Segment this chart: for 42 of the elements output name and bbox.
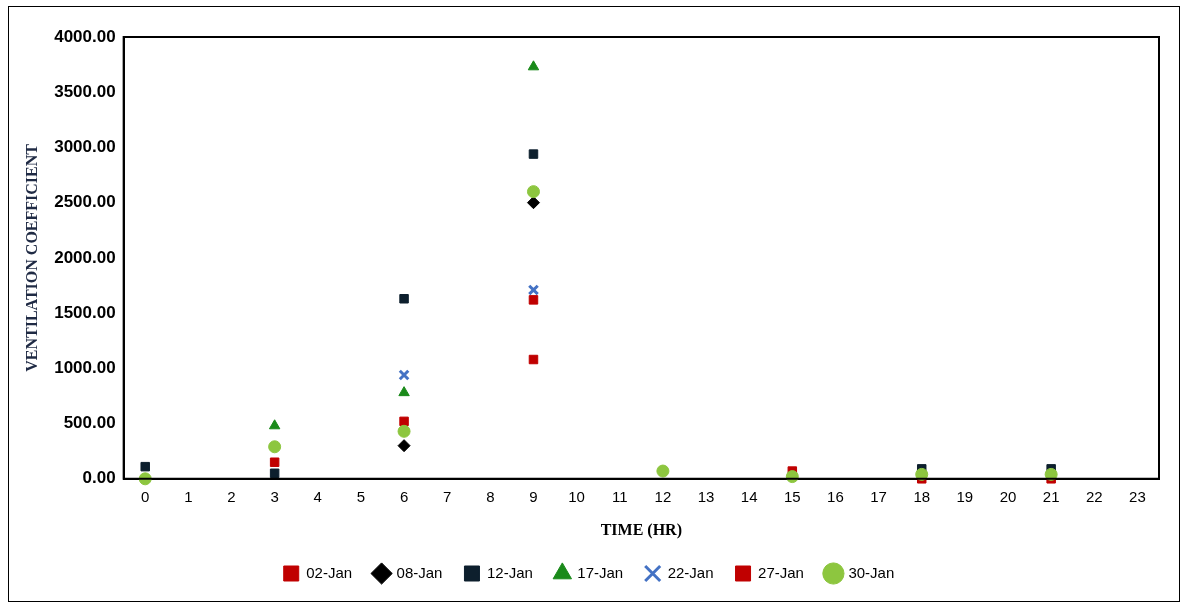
x-tick-label: 16 (827, 487, 844, 505)
x-tick-label: 5 (356, 487, 366, 505)
y-tick-label: 1500.00 (54, 302, 116, 322)
x-tick-label: 10 (568, 487, 585, 505)
x-axis-title: TIME (HR) (600, 520, 682, 539)
y-axis-title: VENTILATION COEFFICIENT (22, 143, 40, 372)
x-tick-label: 6 (399, 487, 409, 505)
x-tick-label: 22 (1085, 487, 1103, 505)
x-tick-label: 1 (184, 487, 193, 505)
y-tick-label: 3500.00 (54, 81, 116, 101)
x-tick-label: 4 (313, 487, 322, 505)
x-tick-label: 0 (141, 487, 150, 505)
x-tick-label: 21 (1042, 487, 1060, 505)
x-tick-label: 9 (529, 487, 538, 505)
legend-label: 02-Jan (306, 563, 353, 581)
legend-label: 08-Jan (396, 563, 443, 581)
x-tick-label: 20 (999, 487, 1017, 505)
x-tick-label: 12 (654, 487, 672, 505)
x-tick-label: 15 (783, 487, 801, 505)
y-tick-label: 3000.00 (54, 137, 116, 157)
y-tick-label: 4000.00 (54, 26, 116, 46)
x-tick-label: 13 (697, 487, 715, 505)
legend-label: 27-Jan (758, 563, 804, 581)
y-tick-label: 2500.00 (54, 192, 116, 212)
x-tick-label: 19 (956, 487, 974, 505)
x-tick-label: 8 (486, 487, 495, 505)
x-tick-label: 7 (443, 487, 452, 505)
x-tick-label: 18 (913, 487, 931, 505)
legend-label: 17-Jan (577, 563, 624, 581)
y-tick-label: 0.00 (82, 468, 116, 488)
y-tick-label: 2000.00 (54, 247, 116, 267)
x-tick-label: 11 (611, 487, 628, 505)
legend-label: 12-Jan (486, 563, 533, 581)
legend-label: 22-Jan (667, 563, 714, 581)
y-tick-label: 500.00 (63, 413, 116, 433)
legend-label: 30-Jan (848, 563, 895, 581)
x-tick-label: 14 (740, 487, 758, 505)
x-tick-label: 17 (870, 487, 887, 505)
x-tick-label: 3 (270, 487, 279, 505)
x-tick-label: 2 (227, 487, 236, 505)
y-tick-label: 1000.00 (54, 358, 116, 378)
x-tick-label: 23 (1129, 487, 1146, 505)
